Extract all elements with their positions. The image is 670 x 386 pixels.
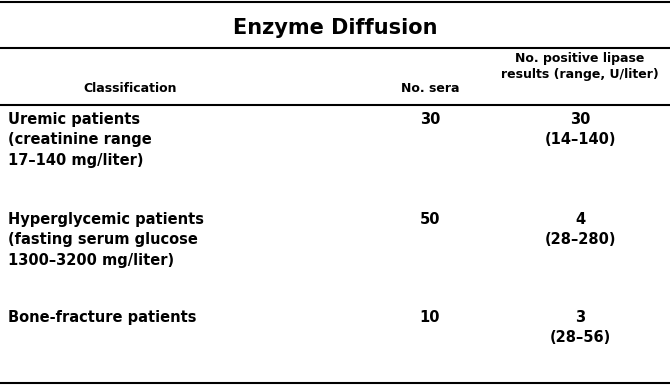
- Text: 4
(28–280): 4 (28–280): [544, 212, 616, 247]
- Text: 30
(14–140): 30 (14–140): [544, 112, 616, 147]
- Text: 3
(28–56): 3 (28–56): [549, 310, 610, 345]
- Text: 30: 30: [420, 112, 440, 127]
- Text: Hyperglycemic patients
(fasting serum glucose
1300–3200 mg/liter): Hyperglycemic patients (fasting serum gl…: [8, 212, 204, 268]
- Text: Classification: Classification: [83, 81, 177, 95]
- Text: 50: 50: [419, 212, 440, 227]
- Text: Bone-fracture patients: Bone-fracture patients: [8, 310, 196, 325]
- Text: Uremic patients
(creatinine range
17–140 mg/liter): Uremic patients (creatinine range 17–140…: [8, 112, 151, 168]
- Text: No. positive lipase
results (range, U/liter): No. positive lipase results (range, U/li…: [501, 52, 659, 81]
- Text: No. sera: No. sera: [401, 81, 459, 95]
- Text: 10: 10: [419, 310, 440, 325]
- Text: Enzyme Diffusion: Enzyme Diffusion: [232, 18, 438, 38]
